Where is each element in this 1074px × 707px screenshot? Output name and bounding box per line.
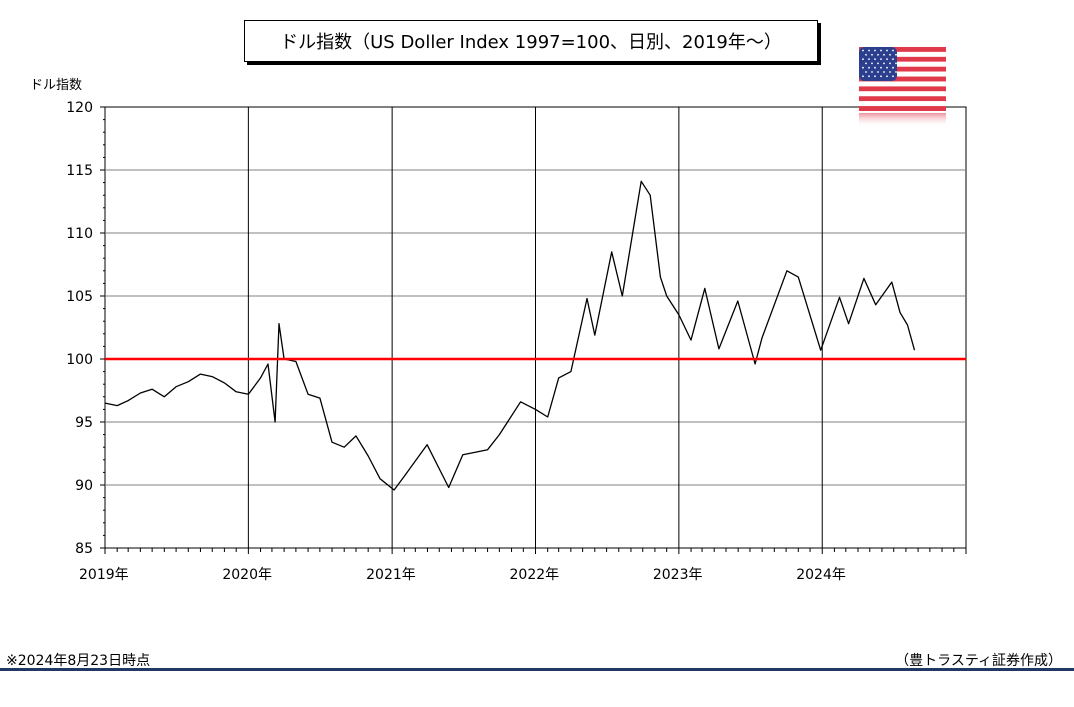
flag-star	[895, 71, 897, 73]
y-tick-label: 85	[75, 541, 93, 557]
flag-stripe	[859, 81, 946, 87]
x-tick-label: 2019年	[79, 567, 129, 583]
flag-star	[886, 75, 888, 78]
flag-stripe	[859, 61, 946, 67]
x-tick-label: 2023年	[653, 567, 703, 583]
us-flag-icon	[859, 47, 946, 127]
flag-star	[892, 49, 894, 52]
flag-star	[892, 58, 894, 60]
flag-star	[862, 58, 864, 60]
y-tick-label: 95	[75, 415, 93, 431]
flag-star	[877, 62, 879, 65]
flag-star	[889, 53, 891, 56]
flag-star	[871, 62, 873, 65]
y-tick-label: 110	[66, 226, 93, 242]
flag-star	[892, 75, 894, 78]
flag-star	[874, 58, 876, 60]
flag-star	[883, 71, 885, 73]
flag-star	[871, 53, 873, 56]
flag-star	[868, 58, 870, 60]
x-tick-label: 2021年	[366, 567, 416, 583]
y-tick-label: 105	[66, 289, 93, 305]
flag-stripe	[859, 91, 946, 97]
flag-star	[886, 49, 888, 52]
flag-star	[865, 71, 867, 73]
flag-star	[880, 75, 882, 78]
flag-star	[892, 66, 894, 69]
chart-title: ドル指数（US Doller Index 1997=100、日別、2019年～）	[280, 32, 782, 53]
flag-star	[895, 53, 897, 56]
flag-star	[880, 49, 882, 52]
source-credit: （豊トラスティ証券作成）	[895, 653, 1062, 669]
flag-star	[883, 62, 885, 65]
flag-star	[868, 49, 870, 52]
flag-star	[868, 66, 870, 69]
flag-stripe	[859, 96, 946, 102]
flag-star	[871, 71, 873, 73]
flag-stripe	[859, 76, 946, 82]
flag-star	[895, 62, 897, 65]
x-tick-label: 2024年	[796, 567, 846, 583]
y-tick-label: 115	[66, 163, 93, 179]
flag-star	[886, 58, 888, 60]
flag-stripe	[859, 47, 946, 52]
flag-stripe	[859, 71, 946, 77]
footnote: ※2024年8月23日時点	[6, 653, 151, 669]
flag-star	[874, 66, 876, 69]
flag-star	[874, 75, 876, 78]
bottom-divider	[0, 668, 1074, 671]
flag-stripe	[859, 106, 946, 111]
flag-star	[862, 66, 864, 69]
flag-star	[877, 53, 879, 56]
x-tick-label: 2022年	[510, 567, 560, 583]
flag-star	[880, 58, 882, 60]
flag-star	[883, 53, 885, 56]
y-tick-label: 120	[66, 100, 93, 116]
flag-stripe	[859, 86, 946, 92]
flag-star	[886, 66, 888, 69]
flag-star	[874, 49, 876, 52]
flag-star	[880, 66, 882, 69]
flag-stripe	[859, 56, 946, 62]
y-tick-label: 100	[66, 352, 93, 368]
flag-stripe	[859, 101, 946, 107]
flag-star	[889, 71, 891, 73]
flag-stripe	[859, 66, 946, 72]
y-axis-label: ドル指数	[30, 78, 83, 93]
chart-title-box: ドル指数（US Doller Index 1997=100、日別、2019年～）	[244, 20, 818, 62]
flag-star	[862, 49, 864, 52]
y-tick-label: 90	[75, 478, 93, 494]
flag-star	[889, 62, 891, 65]
flag-star	[865, 62, 867, 65]
flag-star	[868, 75, 870, 78]
x-tick-label: 2020年	[222, 567, 272, 583]
flag-stripe	[859, 51, 946, 57]
flag-star	[877, 71, 879, 73]
series-line	[104, 180, 916, 491]
flag-star	[862, 75, 864, 78]
flag-star	[865, 53, 867, 56]
